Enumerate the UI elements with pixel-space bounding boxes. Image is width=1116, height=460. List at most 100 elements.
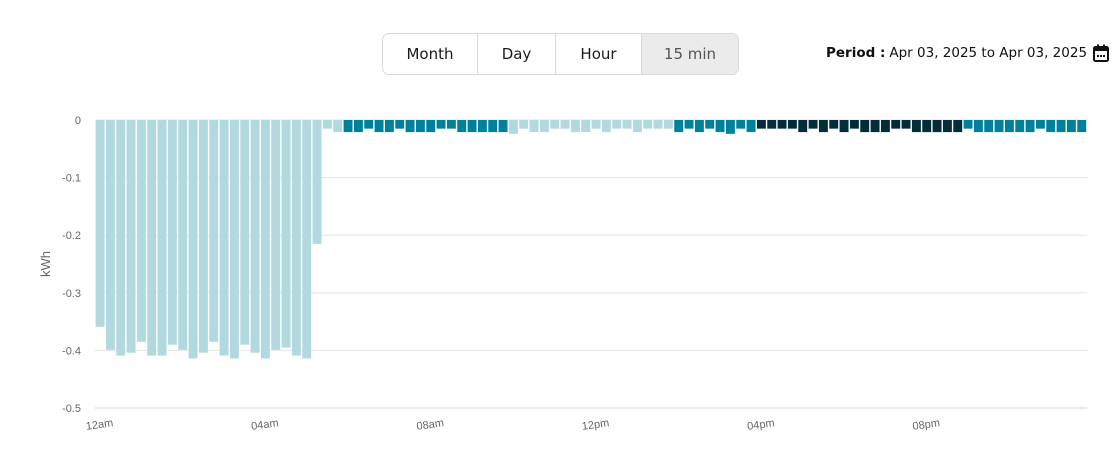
bar[interactable] (539, 120, 549, 133)
bar[interactable] (302, 120, 312, 359)
bar[interactable] (343, 120, 353, 133)
bar[interactable] (281, 120, 291, 348)
bar[interactable] (818, 120, 828, 133)
bar[interactable] (467, 120, 477, 133)
bar[interactable] (860, 120, 870, 133)
bar[interactable] (240, 120, 250, 345)
bar[interactable] (395, 120, 405, 129)
bar[interactable] (570, 120, 580, 133)
bar[interactable] (508, 120, 518, 134)
bar[interactable] (415, 120, 425, 133)
bar[interactable] (560, 120, 570, 129)
bar[interactable] (684, 120, 694, 129)
bar[interactable] (663, 120, 673, 129)
hour-button[interactable]: Hour (556, 34, 642, 74)
bar[interactable] (829, 120, 839, 129)
bar[interactable] (1025, 120, 1035, 133)
bar[interactable] (1046, 120, 1056, 133)
bar[interactable] (1066, 120, 1076, 133)
bar[interactable] (291, 120, 301, 356)
bar[interactable] (994, 120, 1004, 133)
bar[interactable] (694, 120, 704, 133)
bar[interactable] (653, 120, 663, 129)
bar[interactable] (973, 120, 983, 133)
bar[interactable] (477, 120, 487, 133)
bar[interactable] (147, 120, 157, 356)
day-button[interactable]: Day (478, 34, 556, 74)
bar[interactable] (581, 120, 591, 133)
bar[interactable] (1035, 120, 1045, 129)
bar[interactable] (312, 120, 322, 244)
bar[interactable] (426, 120, 436, 133)
bar[interactable] (1056, 120, 1066, 133)
bar[interactable] (188, 120, 198, 359)
bar[interactable] (674, 120, 684, 133)
bar[interactable] (333, 120, 343, 133)
bar[interactable] (260, 120, 270, 359)
bar[interactable] (849, 120, 859, 129)
bar[interactable] (219, 120, 229, 356)
bar[interactable] (126, 120, 136, 353)
bar[interactable] (932, 120, 942, 133)
bar[interactable] (963, 120, 973, 129)
bar[interactable] (787, 120, 797, 129)
bar[interactable] (229, 120, 239, 359)
15-min-button[interactable]: 15 min (642, 34, 738, 74)
bar[interactable] (488, 120, 498, 133)
bar[interactable] (374, 120, 384, 133)
bar[interactable] (767, 120, 777, 129)
bar[interactable] (725, 120, 735, 134)
bar[interactable] (271, 120, 281, 350)
bar[interactable] (601, 120, 611, 133)
bar[interactable] (105, 120, 115, 350)
bar[interactable] (353, 120, 363, 133)
bar[interactable] (498, 120, 508, 133)
bar[interactable] (178, 120, 188, 350)
bar[interactable] (808, 120, 818, 129)
bar[interactable] (405, 120, 415, 133)
bar[interactable] (457, 120, 467, 133)
bar[interactable] (643, 120, 653, 129)
bar[interactable] (519, 120, 529, 129)
bar[interactable] (167, 120, 177, 345)
bar[interactable] (777, 120, 787, 129)
bar[interactable] (798, 120, 808, 133)
month-button[interactable]: Month (383, 34, 478, 74)
bar[interactable] (953, 120, 963, 133)
calendar-icon[interactable] (1093, 44, 1110, 62)
bar[interactable] (364, 120, 374, 129)
bar[interactable] (209, 120, 219, 342)
bar[interactable] (198, 120, 208, 353)
bar[interactable] (591, 120, 601, 129)
bar[interactable] (632, 120, 642, 133)
bar[interactable] (116, 120, 126, 356)
bar[interactable] (95, 120, 105, 327)
bar[interactable] (736, 120, 746, 129)
bar[interactable] (436, 120, 446, 129)
bar[interactable] (384, 120, 394, 133)
bar[interactable] (157, 120, 167, 356)
bar[interactable] (322, 120, 332, 129)
bar[interactable] (746, 120, 756, 133)
bar[interactable] (446, 120, 456, 129)
bar[interactable] (756, 120, 766, 129)
bar[interactable] (1077, 120, 1087, 133)
bar[interactable] (550, 120, 560, 129)
bar[interactable] (922, 120, 932, 133)
bar[interactable] (1004, 120, 1014, 133)
bar[interactable] (136, 120, 146, 342)
bar[interactable] (942, 120, 952, 133)
bar[interactable] (901, 120, 911, 129)
bar[interactable] (612, 120, 622, 129)
bar[interactable] (529, 120, 539, 133)
bar[interactable] (705, 120, 715, 129)
bar[interactable] (1015, 120, 1025, 133)
bar[interactable] (715, 120, 725, 133)
bar[interactable] (250, 120, 260, 353)
bar[interactable] (880, 120, 890, 133)
bar[interactable] (870, 120, 880, 133)
bar[interactable] (911, 120, 921, 133)
bar[interactable] (839, 120, 849, 133)
bar[interactable] (891, 120, 901, 129)
bar[interactable] (984, 120, 994, 133)
